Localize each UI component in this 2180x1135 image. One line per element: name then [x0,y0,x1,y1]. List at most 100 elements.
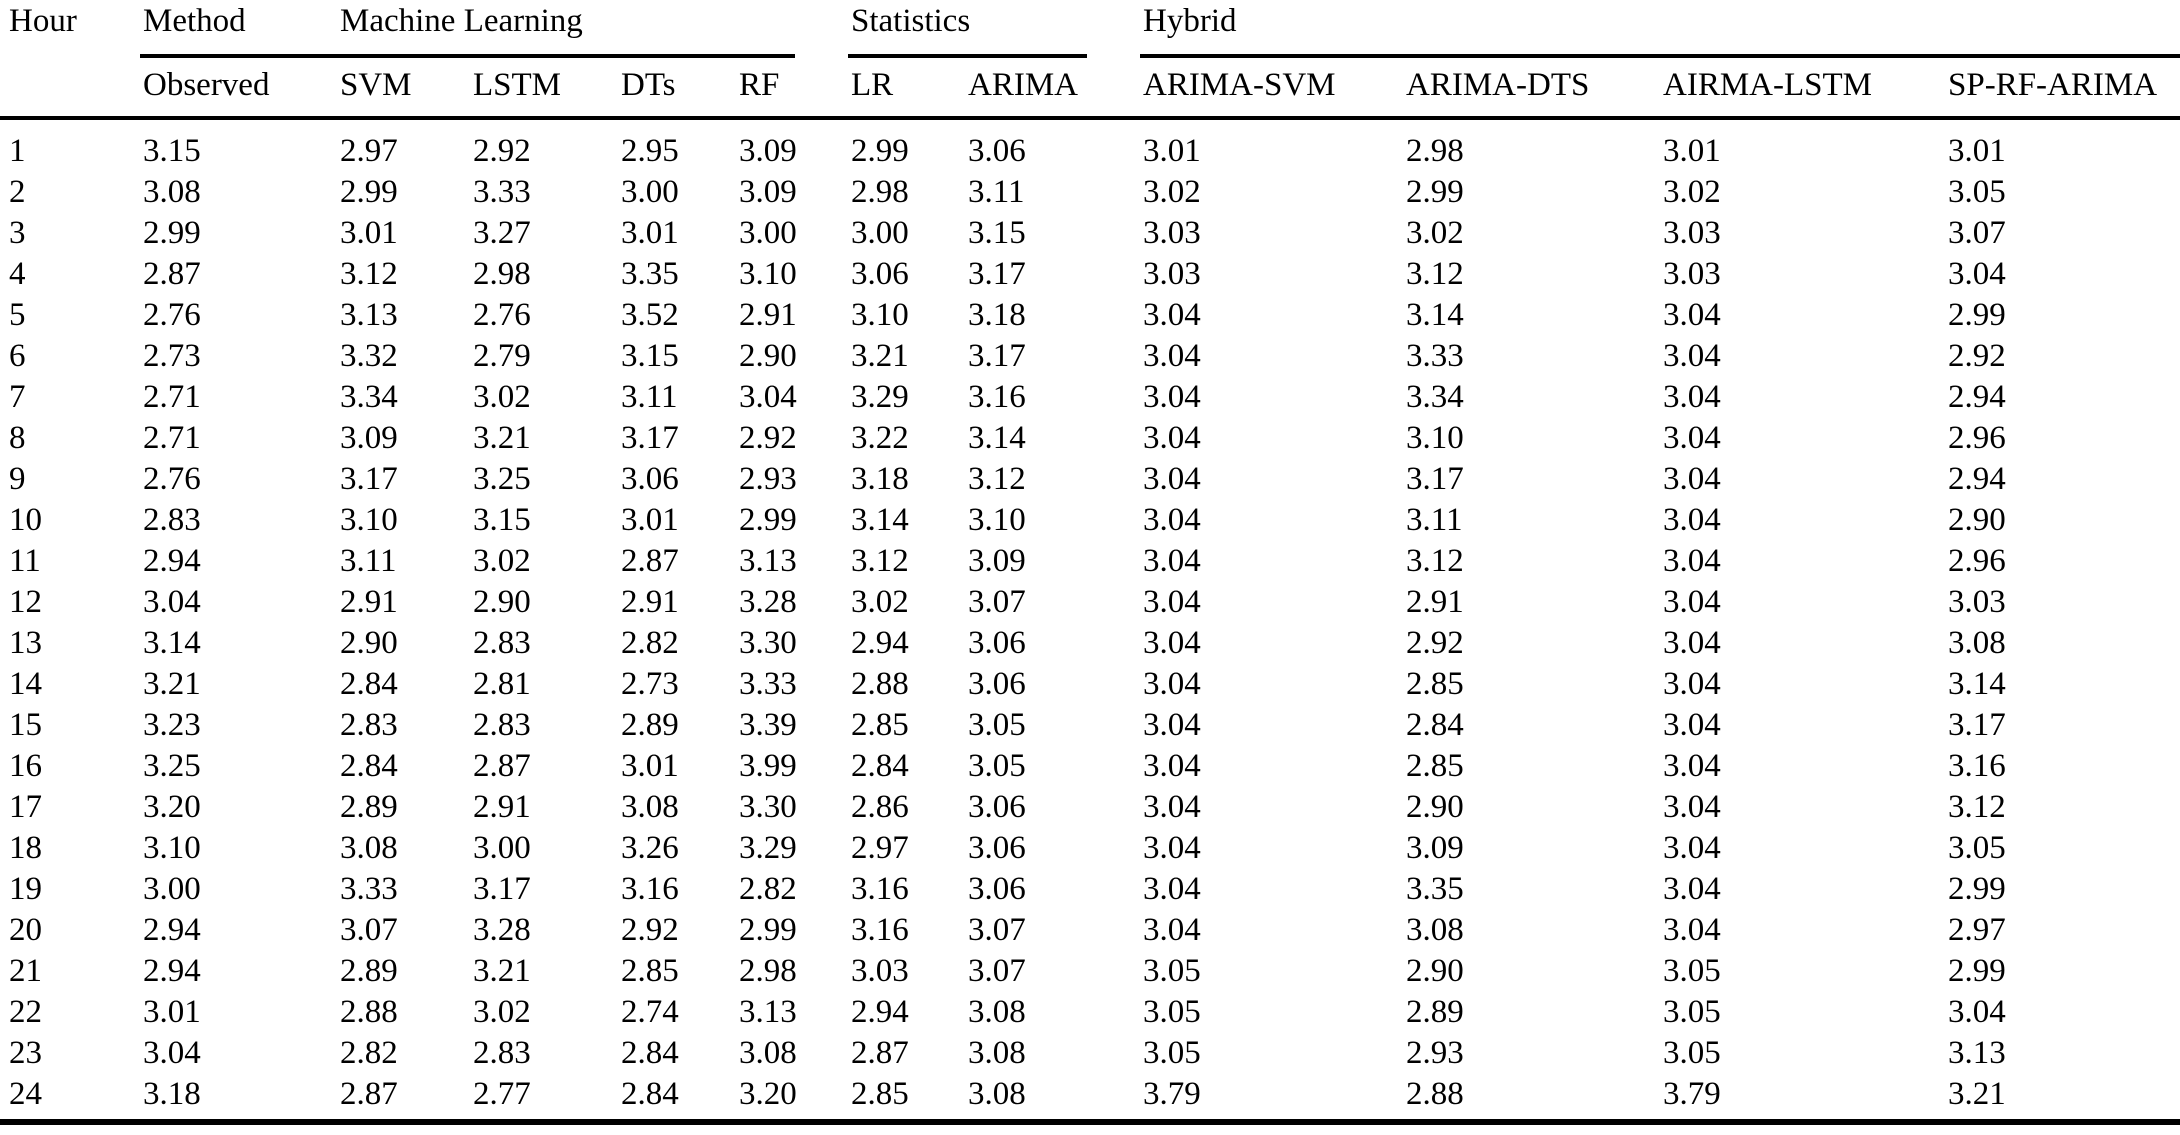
value-cell: 3.20 [736,1074,848,1125]
value-cell: 3.04 [1663,666,1721,702]
value-cell: 3.07 [1948,215,2006,251]
table-row: 20 2.94 3.07 3.28 2.92 2.99 3.16 3.07 3.04 3.08 3.… [0,910,2180,951]
value-cell: 3.09 [968,543,1026,579]
value-cell: 3.04 [1143,543,1201,579]
value-cell: 2.88 [851,666,909,702]
value-cell: 3.08 [739,1035,797,1071]
value-cell: 3.04 [1948,256,2006,292]
hour-cell: 15 [9,707,42,743]
table-row: 11 2.94 3.11 3.02 2.87 3.13 3.12 3.09 3.04 3.12 3.… [0,541,2180,582]
value-cell: 3.03 [1663,215,1721,251]
value-cell: 3.13 [1948,1035,2006,1071]
value-cell: 3.04 [1143,420,1201,456]
value-cell: 3.05 [1663,994,1721,1030]
value-cell: 3.79 [1140,1074,1403,1125]
value-cell: 2.99 [739,912,797,948]
value-cell: 2.99 [1948,871,2006,907]
value-cell: 3.09 [340,420,398,456]
value-cell: 3.02 [473,994,531,1030]
value-cell: 2.90 [1406,953,1464,989]
value-cell: 2.95 [621,133,679,169]
value-cell: 3.03 [1143,215,1201,251]
value-cell: 3.34 [1406,379,1464,415]
value-cell: 2.84 [851,748,909,784]
value-cell: 3.10 [1406,420,1464,456]
hour-cell: 5 [9,297,26,333]
value-cell: 3.21 [143,666,201,702]
value-cell: 3.12 [851,543,909,579]
value-cell: 2.79 [473,338,531,374]
table-row: 15 3.23 2.83 2.83 2.89 3.39 2.85 3.05 3.04 2.84 3.… [0,705,2180,746]
value-cell: 3.12 [1406,543,1464,579]
value-cell: 2.90 [739,338,797,374]
value-cell: 3.15 [143,133,201,169]
value-cell: 3.04 [1143,748,1201,784]
value-cell: 2.94 [1948,379,2006,415]
value-cell: 3.21 [851,338,909,374]
value-cell: 3.05 [1143,1035,1201,1071]
value-cell: 3.16 [851,912,909,948]
value-cell: 2.81 [473,666,531,702]
value-cell: 3.30 [739,789,797,825]
value-cell: 2.94 [851,994,909,1030]
value-cell: 2.96 [1948,543,2006,579]
table-row: 18 3.10 3.08 3.00 3.26 3.29 2.97 3.06 3.04 3.09 3.… [0,828,2180,869]
value-cell: 2.84 [621,1035,679,1071]
value-cell: 2.88 [340,994,398,1030]
value-cell: 3.15 [968,215,1026,251]
value-cell: 2.88 [1403,1074,1660,1125]
value-cell: 3.04 [1143,502,1201,538]
col-header-arima-svm: ARIMA-SVM [1140,58,1403,120]
value-cell: 2.90 [340,625,398,661]
value-cell: 2.98 [473,256,531,292]
value-cell: 2.99 [1406,174,1464,210]
value-cell: 2.87 [473,748,531,784]
value-cell: 2.94 [851,625,909,661]
value-cell: 2.99 [340,174,398,210]
value-cell: 3.06 [968,666,1026,702]
value-cell: 2.98 [739,953,797,989]
hour-cell: 9 [9,461,26,497]
value-cell: 3.01 [621,748,679,784]
value-cell: 2.83 [473,707,531,743]
value-cell: 3.04 [1663,420,1721,456]
table-row: 12 3.04 2.91 2.90 2.91 3.28 3.02 3.07 3.04 2.91 3.… [0,582,2180,623]
value-cell: 3.04 [1143,912,1201,948]
value-cell: 3.04 [1663,912,1721,948]
value-cell: 3.06 [968,789,1026,825]
value-cell: 3.06 [968,625,1026,661]
value-cell: 2.73 [143,338,201,374]
table-row: 4 2.87 3.12 2.98 3.35 3.10 3.06 3.17 3.03 3.12 3.0… [0,254,2180,295]
value-cell: 3.00 [473,830,531,866]
value-cell: 3.12 [340,256,398,292]
value-cell: 3.10 [739,256,797,292]
value-cell: 3.02 [1143,174,1201,210]
value-cell: 3.07 [968,584,1026,620]
value-cell: 3.11 [340,543,397,579]
table-row: 8 2.71 3.09 3.21 3.17 2.92 3.22 3.14 3.04 3.10 3.0… [0,418,2180,459]
value-cell: 3.04 [739,379,797,415]
col-header-arima: ARIMA [965,58,1140,120]
hour-cell: 7 [9,379,26,415]
value-cell: 2.83 [473,1035,531,1071]
value-cell: 3.27 [473,215,531,251]
value-cell: 3.04 [1948,994,2006,1030]
value-cell: 3.04 [1663,338,1721,374]
value-cell: 2.92 [739,420,797,456]
value-cell: 3.18 [968,297,1026,333]
value-cell: 3.17 [1948,707,2006,743]
value-cell: 2.98 [1406,133,1464,169]
value-cell: 3.05 [968,748,1026,784]
hour-cell: 13 [9,625,42,661]
value-cell: 3.16 [621,871,679,907]
value-cell: 2.84 [340,666,398,702]
value-cell: 3.06 [621,461,679,497]
value-cell: 2.71 [143,379,201,415]
hour-cell: 23 [9,1035,42,1071]
value-cell: 2.99 [1948,953,2006,989]
value-cell: 3.17 [968,256,1026,292]
value-cell: 3.01 [1143,133,1201,169]
group-method: Method [140,0,337,58]
value-cell: 2.92 [1406,625,1464,661]
value-cell: 3.35 [1406,871,1464,907]
